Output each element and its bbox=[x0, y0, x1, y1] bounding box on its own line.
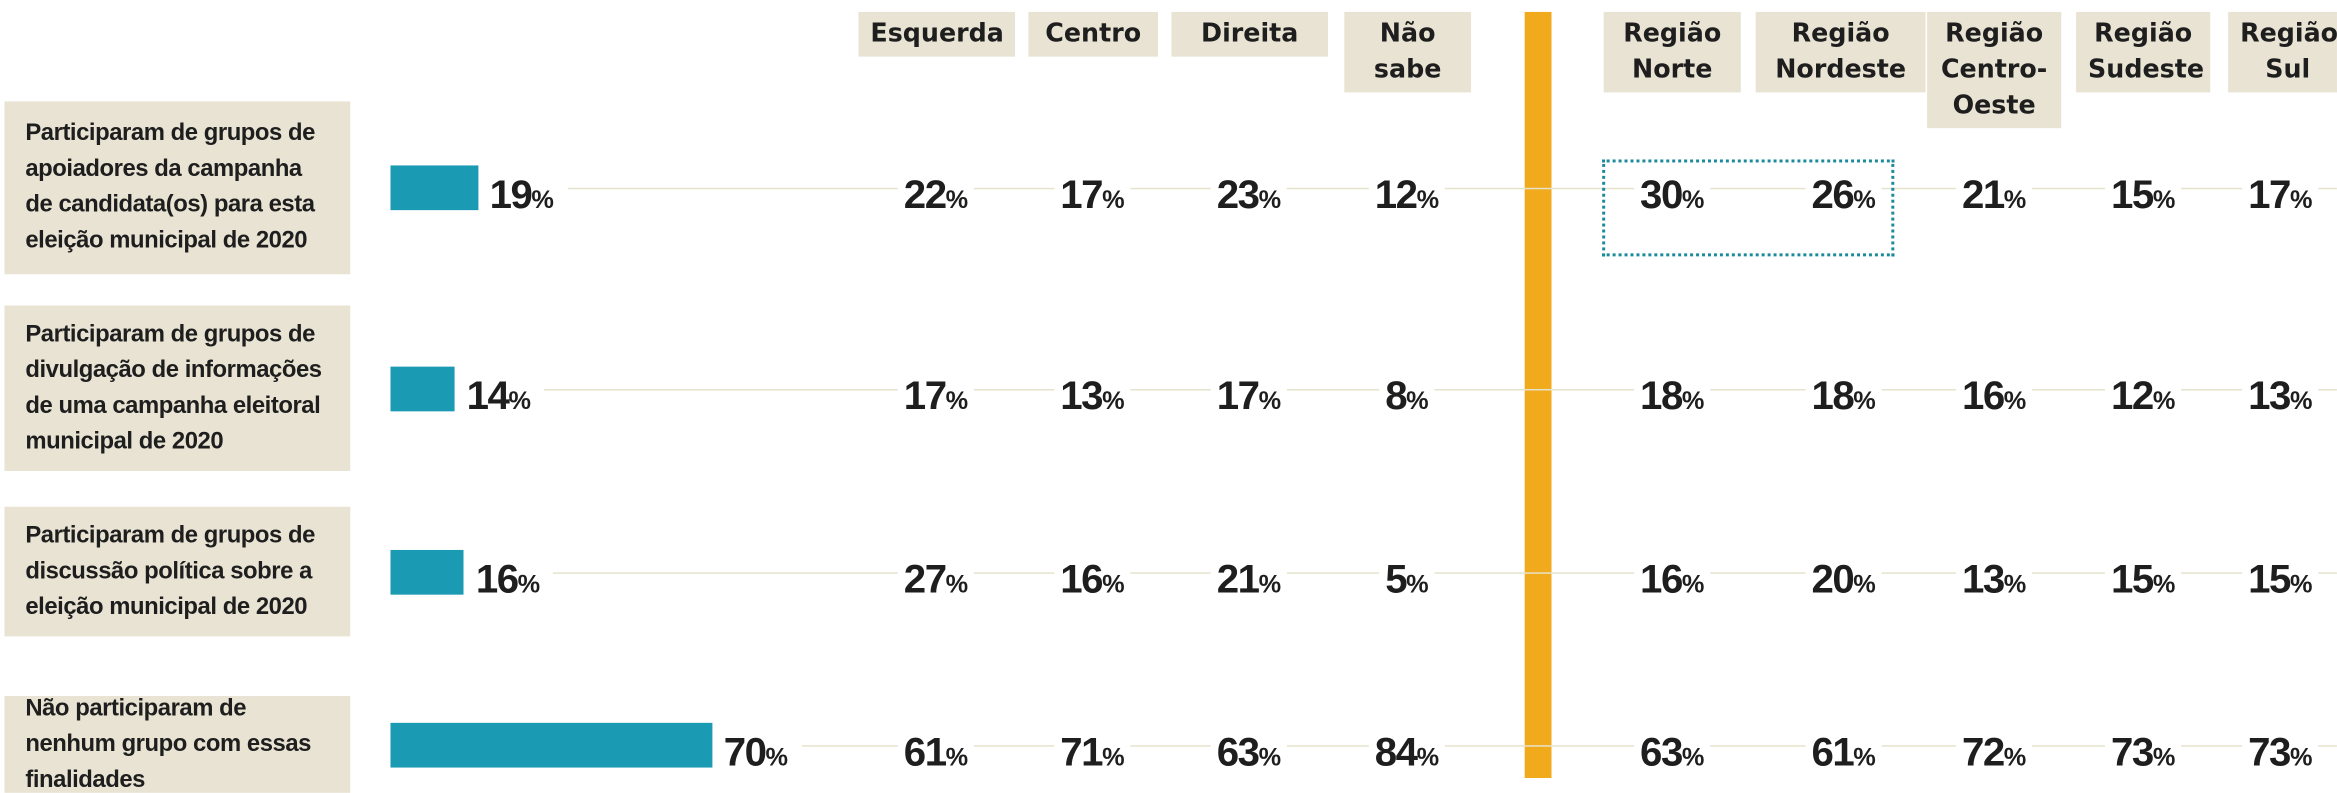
cell-value: 12% bbox=[2105, 372, 2182, 419]
cell-value: 72% bbox=[1956, 728, 2033, 776]
bar-value-label: 16% bbox=[475, 555, 541, 601]
cell-value: 13% bbox=[1054, 372, 1131, 419]
column-header: Direita bbox=[1171, 11, 1328, 57]
cell-value: 61% bbox=[1805, 728, 1882, 776]
cell-value: 13% bbox=[1956, 555, 2033, 603]
cell-value: 8% bbox=[1379, 372, 1435, 419]
cell-value: 13% bbox=[2242, 372, 2319, 419]
bar bbox=[390, 365, 455, 411]
divider bbox=[1524, 11, 1552, 778]
cell-value: 30% bbox=[1634, 172, 1711, 219]
cell-value: 26% bbox=[1805, 172, 1882, 219]
cell-value: 61% bbox=[897, 728, 975, 776]
bar bbox=[390, 549, 464, 594]
cell-value: 73% bbox=[2242, 728, 2319, 776]
row-label: Participaram de grupos de discussão polí… bbox=[4, 506, 351, 637]
cell-value: 17% bbox=[2242, 172, 2319, 219]
cell-value: 17% bbox=[897, 372, 975, 419]
bar-value-label: 14% bbox=[466, 372, 532, 418]
column-header: Região Centro-Oeste bbox=[1927, 11, 2062, 129]
cell-value: 5% bbox=[1379, 555, 1435, 603]
bar bbox=[390, 165, 478, 211]
row-label: Participaram de grupos de apoiadores da … bbox=[4, 101, 351, 275]
cell-value: 17% bbox=[1054, 172, 1131, 219]
cell-value: 63% bbox=[1210, 728, 1288, 776]
cell-value: 21% bbox=[1956, 172, 2033, 219]
cell-value: 73% bbox=[2105, 728, 2182, 776]
line bbox=[544, 388, 2337, 390]
row-label: Não participaram de nenhum grupo com ess… bbox=[4, 695, 351, 793]
cell-value: 20% bbox=[1805, 555, 1882, 603]
line bbox=[801, 744, 2337, 746]
column-header: Região Nordeste bbox=[1755, 11, 1926, 93]
cell-value: 63% bbox=[1634, 728, 1711, 776]
column-header: Esquerda bbox=[858, 11, 1015, 57]
bar-value-label: 19% bbox=[489, 172, 554, 217]
cell-value: 23% bbox=[1210, 172, 1288, 219]
column-header: Região Sudeste bbox=[2076, 11, 2211, 93]
cell-value: 17% bbox=[1210, 372, 1288, 419]
line bbox=[553, 571, 2337, 574]
cell-value: 71% bbox=[1054, 728, 1131, 776]
cell-value: 16% bbox=[1634, 555, 1711, 603]
cell-value: 12% bbox=[1368, 172, 1446, 219]
row-label: Participaram de grupos de divulgação de … bbox=[4, 305, 351, 471]
bar-value-label: 70% bbox=[723, 728, 789, 774]
column-header: Não sabe bbox=[1344, 11, 1472, 93]
column-header: Região Norte bbox=[1603, 11, 1741, 93]
cell-value: 84% bbox=[1368, 728, 1446, 776]
cell-value: 18% bbox=[1634, 372, 1711, 419]
cell-value: 15% bbox=[2242, 555, 2319, 603]
column-header: Centro bbox=[1028, 11, 1159, 57]
cell-value: 21% bbox=[1210, 555, 1288, 603]
bar bbox=[390, 722, 712, 767]
cell-value: 18% bbox=[1805, 372, 1882, 419]
cell-value: 16% bbox=[1054, 555, 1131, 603]
highlight-box bbox=[1602, 159, 1895, 257]
column-header: Região Sul bbox=[2228, 11, 2337, 93]
cell-value: 16% bbox=[1956, 372, 2033, 419]
cell-value: 15% bbox=[2105, 555, 2182, 603]
cell-value: 27% bbox=[897, 555, 975, 603]
cell-value: 22% bbox=[897, 172, 975, 219]
line bbox=[567, 187, 2337, 190]
cell-value: 15% bbox=[2105, 172, 2182, 219]
